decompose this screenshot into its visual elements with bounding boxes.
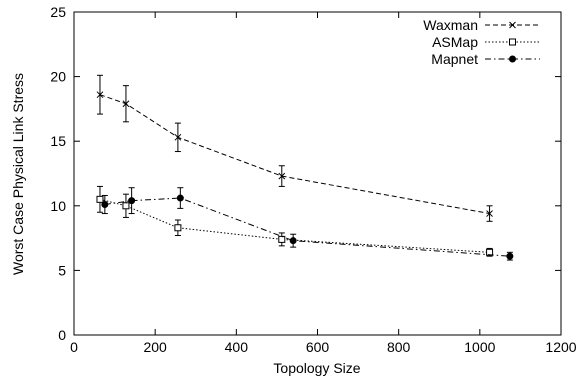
data-point-asmap (122, 202, 130, 210)
data-point-waxman (96, 91, 104, 99)
y-tick-label: 20 (50, 69, 66, 85)
data-point-asmap (486, 248, 494, 256)
y-tick-label: 0 (58, 327, 66, 343)
data-point-mapnet (101, 201, 109, 209)
y-tick-label: 25 (50, 4, 66, 20)
y-tick-label: 10 (50, 198, 66, 214)
data-point-waxman (122, 100, 130, 108)
series-line-waxman (99, 94, 490, 215)
legend-item-mapnet: Mapnet (431, 51, 540, 67)
x-tick-label: 600 (306, 339, 330, 355)
series-mapnet (101, 187, 514, 261)
series-asmap (96, 185, 494, 257)
data-point-waxman (486, 210, 493, 217)
plot-frame (73, 11, 562, 336)
series-waxman (96, 74, 493, 222)
x-tick-label: 0 (70, 339, 78, 355)
data-point-waxman (174, 133, 182, 141)
data-point-mapnet (289, 237, 297, 245)
legend-label: Waxman (423, 17, 478, 33)
series-line-asmap (99, 198, 490, 253)
legend-item-waxman: Waxman (423, 17, 540, 33)
x-tick-label: 400 (225, 339, 249, 355)
x-tick-label: 1200 (545, 339, 576, 355)
axis-ticks: 0 200 400 600 800 1000 1200 0 5 10 15 20 25 (50, 4, 576, 355)
legend-label: Mapnet (431, 51, 478, 67)
x-tick-label: 1000 (464, 339, 495, 355)
legend-marker (509, 21, 516, 29)
legend-label: ASMap (432, 34, 478, 50)
series-layer (96, 74, 514, 261)
data-point-mapnet (176, 194, 184, 202)
y-axis-label: Worst Case Physical Link Stress (10, 73, 26, 275)
y-tick-label: 15 (50, 133, 66, 149)
data-point-asmap (278, 235, 286, 243)
x-tick-label: 200 (143, 339, 167, 355)
data-point-mapnet (128, 197, 136, 205)
data-point-waxman (278, 172, 286, 180)
x-axis-label: Topology Size (273, 360, 360, 376)
data-point-mapnet (506, 252, 514, 260)
x-tick-label: 800 (387, 339, 411, 355)
legend-marker (509, 55, 516, 63)
series-line-mapnet (104, 197, 510, 257)
legend-marker (509, 38, 516, 46)
y-tick-label: 5 (58, 262, 66, 278)
data-point-asmap (174, 224, 182, 232)
legend-item-asmap: ASMap (432, 34, 540, 50)
data-point-asmap (96, 195, 104, 203)
